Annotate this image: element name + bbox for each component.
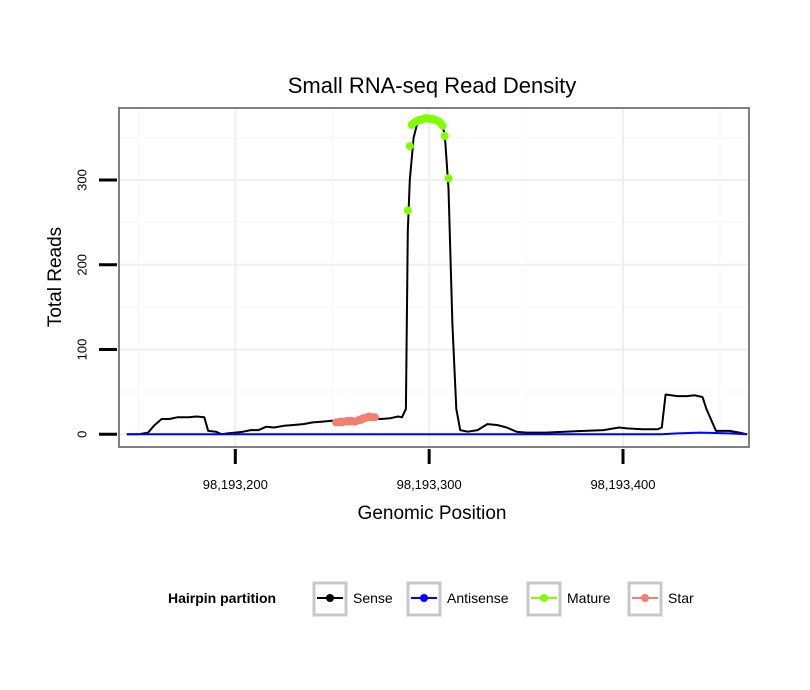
legend-label: Mature <box>567 590 611 606</box>
point-mature <box>444 174 453 183</box>
legend-item-mature: Mature <box>526 581 611 617</box>
x-axis-title: Genomic Position <box>358 503 507 524</box>
y-axis: 0 100 200 300 <box>74 169 117 438</box>
y-tick-label: 300 <box>74 169 89 191</box>
legend: Hairpin partition Sense Antisense Mature St… <box>168 581 694 617</box>
point-mature <box>438 121 447 130</box>
x-tick-label: 98,193,400 <box>590 477 655 492</box>
legend-key-point <box>420 594 428 602</box>
legend-key-point <box>641 594 649 602</box>
x-axis: 98,193,200 98,193,300 98,193,400 <box>203 449 656 492</box>
point-mature <box>403 206 412 215</box>
y-tick-label: 100 <box>74 339 89 361</box>
legend-key-point <box>326 594 334 602</box>
x-tick-label: 98,193,200 <box>203 477 268 492</box>
legend-item-star: Star <box>627 581 694 617</box>
x-tick-label: 98,193,300 <box>397 477 462 492</box>
legend-label: Star <box>668 590 694 606</box>
legend-title: Hairpin partition <box>168 590 276 606</box>
legend-label: Sense <box>353 590 393 606</box>
chart-title: Small RNA-seq Read Density <box>288 73 577 98</box>
minor-gridlines <box>119 108 749 447</box>
legend-item-antisense: Antisense <box>406 581 509 617</box>
point-star <box>370 413 379 422</box>
y-tick-label: 200 <box>74 254 89 276</box>
series-layer <box>126 114 748 436</box>
legend-key-point <box>540 594 548 602</box>
legend-label: Antisense <box>447 590 509 606</box>
point-mature <box>405 142 414 151</box>
plot-panel <box>119 108 749 447</box>
series-line-antisense <box>126 431 748 436</box>
plot-border <box>118 107 750 448</box>
y-axis-title: Total Reads <box>45 227 66 327</box>
point-mature <box>440 132 449 140</box>
legend-item-sense: Sense <box>312 581 393 617</box>
y-tick-label: 0 <box>74 431 89 438</box>
